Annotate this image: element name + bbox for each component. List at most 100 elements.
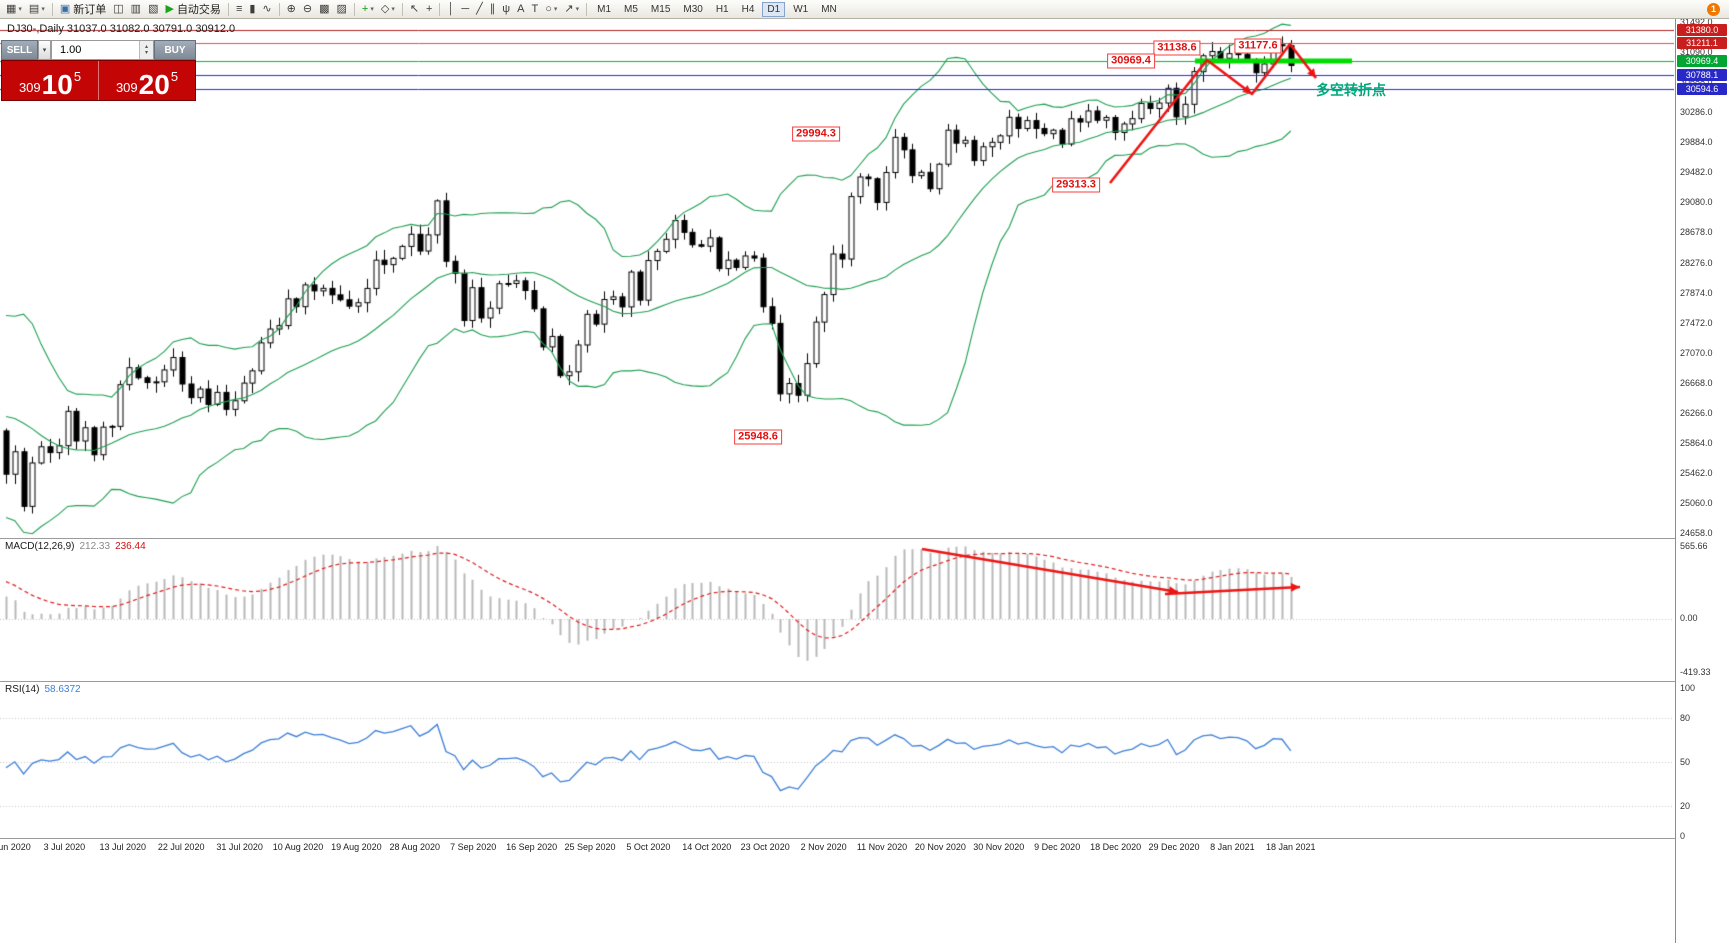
date-axis-label: 10 Aug 2020 <box>272 842 324 852</box>
timeframe-button-M30[interactable]: M30 <box>683 3 703 15</box>
volume-stepper[interactable]: ▴ ▾ <box>139 41 153 59</box>
navigator-icon[interactable]: ▧ <box>145 1 161 17</box>
line-chart-icon: ∿ <box>262 2 272 15</box>
autotrade-button[interactable]: ▶ 自动交易 <box>162 1 223 17</box>
rsi-axis-label: 0 <box>1680 831 1686 841</box>
timeframe-button-M1[interactable]: M1 <box>597 3 612 15</box>
tile-windows-icon: ▩ <box>319 2 330 15</box>
new-order-button-label: 新订单 <box>73 4 107 16</box>
trendline-icon[interactable]: ╱ <box>473 1 486 17</box>
date-axis-label: 2 Nov 2020 <box>800 842 847 852</box>
date-axis-label: 16 Sep 2020 <box>506 842 558 852</box>
price-line-badge: 30788.1 <box>1677 68 1727 81</box>
chevron-down-icon: ▾ <box>575 6 580 13</box>
timeframe-button-H4[interactable]: H4 <box>741 3 755 15</box>
spinner-down-icon[interactable]: ▾ <box>144 50 148 56</box>
date-axis-label: 29 Dec 2020 <box>1148 842 1200 852</box>
profiles-icon[interactable]: ▤ ▾ <box>26 1 48 17</box>
horizontal-line-icon[interactable]: ─ <box>458 1 472 17</box>
market-watch-icon[interactable]: ◫ <box>110 1 126 17</box>
arrange-windows-icon[interactable]: ▨ <box>333 1 349 17</box>
text-icon[interactable]: A <box>514 1 527 17</box>
add-indicator-icon[interactable]: + ▾ <box>359 1 377 17</box>
chevron-down-icon: ▾ <box>553 6 558 13</box>
date-axis-label: 18 Dec 2020 <box>1090 842 1142 852</box>
price-axis-label: 30688.0 <box>1680 77 1713 87</box>
rsi-value: 58.6372 <box>44 684 81 695</box>
candlestick-chart-icon[interactable]: ▮ <box>246 1 258 17</box>
notifications-badge[interactable]: 1 <box>1707 2 1720 16</box>
buy-price[interactable]: 309 20 5 <box>99 61 195 100</box>
toolbar-separator <box>278 2 280 16</box>
zoom-out-icon[interactable]: ⊖ <box>300 1 315 17</box>
buy-button[interactable]: BUY <box>154 40 196 60</box>
timeframe-button-M5[interactable]: M5 <box>624 3 638 15</box>
zoom-out-icon: ⊖ <box>302 2 313 15</box>
sell-button[interactable]: SELL <box>1 40 38 60</box>
date-axis-label: 22 Jul 2020 <box>157 842 205 852</box>
trendline-icon: ╱ <box>476 2 483 15</box>
pane-separator[interactable] <box>0 538 1729 539</box>
date-axis-label: 3 Jul 2020 <box>43 842 86 852</box>
timeframe-button-MN[interactable]: MN <box>821 3 837 15</box>
date-axis-label: 13 Jul 2020 <box>99 842 147 852</box>
tile-windows-icon[interactable]: ▩ <box>316 1 332 17</box>
time-axis-separator <box>0 838 1729 839</box>
bid-ask-prices: 309 10 5 309 20 5 <box>1 60 196 101</box>
templates-icon: ◇ <box>380 2 390 15</box>
order-type-dropdown[interactable]: ▾ <box>38 40 51 60</box>
arrows-icon[interactable]: ↗ ▾ <box>561 1 582 17</box>
templates-icon[interactable]: ◇ ▾ <box>378 1 398 17</box>
time-axis[interactable]: 24 Jun 2020 3 Jul 2020 13 Jul 2020 22 Jul 2… <box>0 839 1675 855</box>
bar-chart-icon: ≡ <box>235 2 243 15</box>
toolbar: ▦ ▾ ▤ ▾ ▣ 新订单 ◫ ▥ ▧ ▶ 自动交易 ≡ ▮ ∿ ⊕ ⊖ ▩ ▨ + ▾ ◇ ▾ ↖ + │ ─ ╱ ∥ ψ A T ○ ▾ ↗ ▾… <box>0 0 1729 19</box>
fibonacci-icon[interactable]: ψ <box>499 1 513 17</box>
rsi-axis-label: 50 <box>1680 757 1691 767</box>
timeframe-button-D1[interactable]: D1 <box>762 1 786 17</box>
zoom-in-icon[interactable]: ⊕ <box>284 1 299 17</box>
volume-input[interactable]: 1.00 ▴ ▾ <box>51 40 154 60</box>
bar-chart-icon[interactable]: ≡ <box>233 1 245 17</box>
price-axis-label: 29482.0 <box>1680 167 1713 178</box>
new-order-button[interactable]: ▣ 新订单 <box>57 1 109 17</box>
price-axis-label: 27070.0 <box>1680 347 1713 358</box>
price-axis-label: 30286.0 <box>1680 107 1713 118</box>
sell-price[interactable]: 309 10 5 <box>2 61 99 100</box>
price-chart-canvas[interactable] <box>0 18 1674 538</box>
price-axis-label: 25462.0 <box>1680 468 1713 478</box>
date-axis-label: 18 Jan 2021 <box>1266 842 1316 852</box>
rsi-pane-canvas[interactable] <box>0 681 1674 838</box>
new-chart-icon[interactable]: ▦ ▾ <box>3 1 25 17</box>
pane-separator[interactable] <box>0 681 1729 682</box>
shapes-icon[interactable]: ○ ▾ <box>542 1 560 17</box>
line-chart-icon[interactable]: ∿ <box>259 1 274 17</box>
new-chart-icon: ▦ <box>6 2 17 15</box>
text-label-icon[interactable]: T <box>528 1 541 17</box>
crosshair-icon[interactable]: + <box>423 1 435 17</box>
price-axis-label: 27874.0 <box>1680 287 1713 298</box>
spinner-up-icon[interactable]: ▴ <box>144 44 148 50</box>
navigator-icon: ▧ <box>148 2 159 15</box>
macd-pane-canvas[interactable] <box>0 538 1674 681</box>
vertical-line-icon[interactable]: │ <box>444 1 457 17</box>
price-axis-label: 31090.0 <box>1680 47 1713 58</box>
price-axis[interactable]: 31492.0 31090.0 30688.0 30286.0 29884.0 29482… <box>1675 0 1729 943</box>
timeframe-button-M15[interactable]: M15 <box>650 3 671 15</box>
date-axis-label: 5 Oct 2020 <box>626 842 671 852</box>
timeframe-button-H1[interactable]: H1 <box>715 3 729 15</box>
data-window-icon[interactable]: ▥ <box>128 1 144 17</box>
date-axis-label: 31 Jul 2020 <box>216 842 263 852</box>
channel-icon[interactable]: ∥ <box>487 1 499 17</box>
price-axis-label: 26668.0 <box>1680 377 1713 388</box>
toolbar-separator <box>586 2 588 16</box>
price-line-badge: 30594.6 <box>1677 83 1727 96</box>
text-icon: A <box>517 2 525 15</box>
shapes-icon: ○ <box>545 2 552 15</box>
price-line-badge: 31211.1 <box>1677 37 1727 50</box>
cursor-icon[interactable]: ↖ <box>407 1 422 17</box>
macd-axis-label: -419.33 <box>1680 667 1711 677</box>
date-axis-label: 19 Aug 2020 <box>331 842 382 852</box>
price-line-badge: 30969.4 <box>1677 55 1727 68</box>
timeframe-button-W1[interactable]: W1 <box>793 3 809 15</box>
rsi-label-text: RSI(14) <box>5 684 40 695</box>
